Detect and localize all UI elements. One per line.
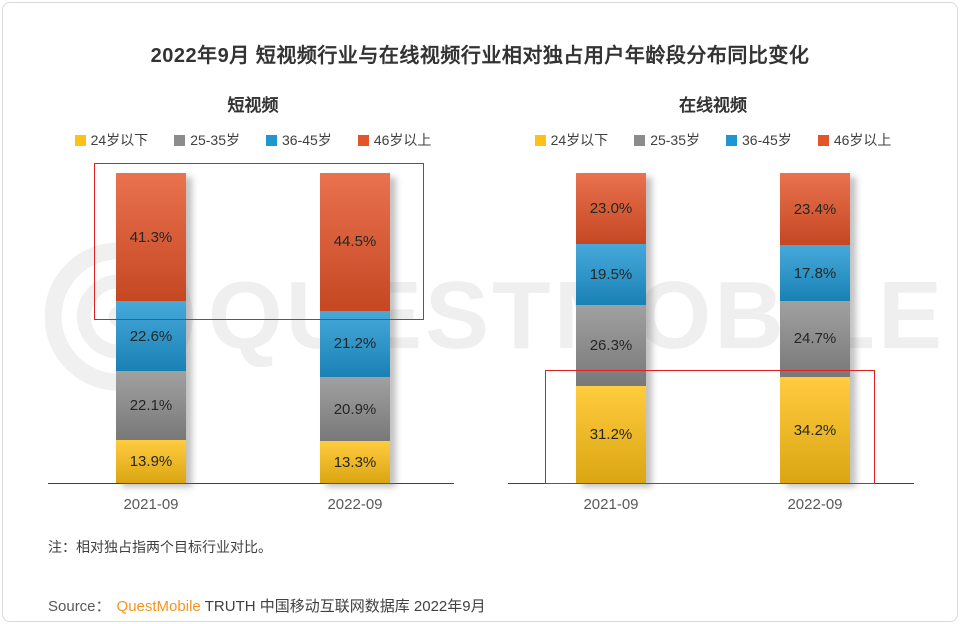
bar-segment-46岁以上: 23.0% [576,173,646,245]
plot-area: 41.3% 22.6% 22.1% 13.9% 2021-09 44.5% 21.2% 20.… [48,163,454,513]
legend-label: 24岁以下 [90,132,149,148]
legend: 24岁以下 25-35岁 36-45岁 46岁以上 [503,132,923,148]
chart-online-video: 在线视频 24岁以下 25-35岁 36-45岁 46岁以上 23.0% 19.5% 26… [503,91,923,513]
segment-value-label: 13.9% [129,452,173,470]
legend-item: 24岁以下 [74,132,149,148]
legend-label: 24岁以下 [550,132,609,148]
source-label: Source： [48,598,111,615]
source-line: Source： QuestMobile TRUTH 中国移动互联网数据库 2022年… [48,595,486,616]
bar-segment-24岁以下: 13.3% [320,441,390,483]
segment-value-label: 44.5% [333,233,377,251]
bar-segment-46岁以上: 44.5% [320,173,390,311]
segment-value-label: 13.3% [333,453,377,471]
bar-segment-24岁以下: 34.2% [780,377,850,484]
legend-swatch-icon [726,134,737,146]
footnote: 注：相对独占指两个目标行业对比。 [48,539,272,555]
highlight-box [94,163,424,320]
stacked-bar: 44.5% 21.2% 20.9% 13.3% [320,173,390,483]
x-axis-label: 2021-09 [583,496,639,513]
legend-swatch-icon [74,134,86,146]
legend-swatch-icon [817,134,829,146]
bar-segment-36-45岁: 17.8% [780,245,850,301]
bar-segment-25-35岁: 22.1% [116,371,186,440]
chart-short-video: 短视频 24岁以下 25-35岁 36-45岁 46岁以上 41.3% 22.6% 22.… [43,91,463,513]
x-axis-label: 2022-09 [787,496,843,513]
legend-item: 24岁以下 [534,132,609,148]
plot-area: 23.0% 19.5% 26.3% 31.2% 2021-09 23.4% 17.8% 24.… [508,173,914,513]
x-axis-label: 2021-09 [123,496,179,513]
bar-segment-25-35岁: 26.3% [576,304,646,387]
legend-item: 36-45岁 [726,132,792,148]
bar-segment-24岁以下: 13.9% [116,439,186,483]
segment-value-label: 41.3% [129,228,173,246]
chart-title: 在线视频 [679,96,747,115]
legend-swatch-icon [357,134,369,146]
legend-item: 46岁以上 [357,132,432,148]
legend-label: 36-45岁 [742,132,792,148]
legend-label: 25-35岁 [190,132,240,148]
legend-item: 36-45岁 [266,132,332,148]
legend: 24岁以下 25-35岁 36-45岁 46岁以上 [43,132,463,148]
legend-label: 36-45岁 [282,132,332,148]
stacked-bar: 23.0% 19.5% 26.3% 31.2% [576,173,646,483]
legend-swatch-icon [266,134,277,146]
bar-segment-25-35岁: 20.9% [320,376,390,442]
segment-value-label: 23.0% [589,200,633,218]
legend-swatch-icon [634,134,646,146]
segment-value-label: 23.4% [793,200,837,218]
source-brand: QuestMobile [116,598,201,615]
legend-label: 25-35岁 [650,132,700,148]
segment-value-label: 31.2% [589,426,633,444]
source-text: TRUTH 中国移动互联网数据库 2022年9月 [204,598,486,615]
legend-item: 25-35岁 [174,132,240,148]
stacked-bar: 23.4% 17.8% 24.7% 34.2% [780,173,850,484]
segment-value-label: 19.5% [589,266,633,284]
legend-item: 46岁以上 [817,132,892,148]
segment-value-label: 22.6% [129,327,173,345]
highlight-box [545,370,875,484]
bar-segment-36-45岁: 21.2% [320,310,390,377]
legend-item: 25-35岁 [634,132,700,148]
bar-segment-25-35岁: 24.7% [780,300,850,378]
legend-label: 46岁以上 [373,132,432,148]
bar-segment-24岁以下: 31.2% [576,386,646,483]
bar-segment-36-45岁: 19.5% [576,244,646,306]
segment-value-label: 26.3% [589,336,633,354]
legend-swatch-icon [174,134,186,146]
page-title: 2022年9月 短视频行业与在线视频行业相对独占用户年龄段分布同比变化 [150,45,810,67]
x-axis-label: 2022-09 [327,496,383,513]
legend-label: 46岁以上 [833,132,892,148]
legend-swatch-icon [534,134,546,146]
segment-value-label: 24.7% [793,330,837,348]
segment-value-label: 34.2% [793,421,837,439]
segment-value-label: 17.8% [793,264,837,282]
segment-value-label: 20.9% [333,400,377,418]
bar-segment-46岁以上: 23.4% [780,173,850,246]
segment-value-label: 21.2% [333,335,377,353]
segment-value-label: 22.1% [129,396,173,414]
chart-title: 短视频 [227,96,279,115]
